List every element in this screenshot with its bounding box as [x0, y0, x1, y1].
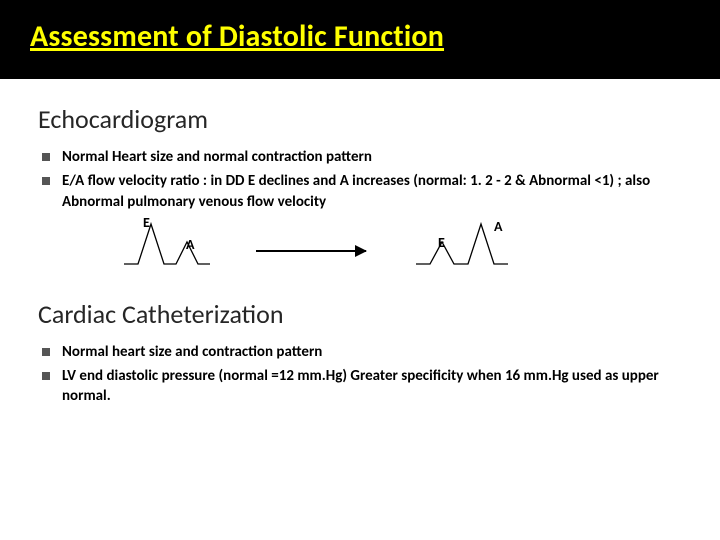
wave-normal: E A	[88, 214, 228, 272]
cath-bullet-1: Normal heart size and contraction patter…	[42, 342, 682, 362]
slide-content: Echocardiogram Normal Heart size and nor…	[0, 79, 720, 407]
echo-bullet-1: Normal Heart size and normal contraction…	[42, 147, 682, 167]
cath-heading: Cardiac Catheterization	[38, 298, 682, 330]
cath-bullet-2: LV end diastolic pressure (normal =12 mm…	[42, 366, 682, 407]
label-E-right: E	[438, 234, 445, 251]
label-E-left: E	[143, 214, 150, 231]
cath-bullets: Normal heart size and contraction patter…	[38, 342, 682, 407]
wave-abnormal-svg	[394, 214, 534, 272]
wave-abnormal: E A	[394, 214, 534, 272]
slide-title: Assessment of Diastolic Function	[30, 18, 444, 55]
echo-bullet-2: E/A flow velocity ratio : in DD E declin…	[42, 171, 682, 212]
ea-wave-diagram: E A E A	[38, 214, 682, 272]
label-A-left: A	[186, 236, 194, 253]
echo-bullets: Normal Heart size and normal contraction…	[38, 147, 682, 212]
wave-normal-svg	[88, 214, 228, 272]
transition-arrow	[256, 250, 366, 252]
label-A-right: A	[494, 218, 502, 235]
echo-heading: Echocardiogram	[38, 103, 682, 135]
title-bar: Assessment of Diastolic Function	[0, 0, 720, 79]
